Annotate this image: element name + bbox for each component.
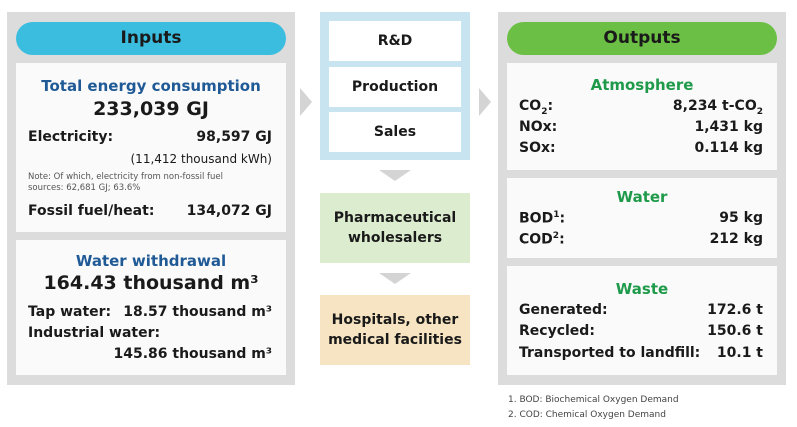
sox-label: SOx: bbox=[519, 140, 556, 156]
water-output-box: Water BOD1: 95 kg COD2: 212 kg bbox=[507, 178, 777, 258]
outputs-header: Outputs bbox=[507, 22, 777, 55]
step-rnd: R&D bbox=[329, 21, 461, 61]
generated-label: Generated: bbox=[519, 302, 608, 318]
tap-label: Tap water: bbox=[28, 304, 112, 320]
water-output-title: Water bbox=[616, 188, 668, 206]
waste-box: Waste Generated: 172.6 t Recycled: 150.6 t… bbox=[507, 266, 777, 375]
process-panel: R&D Production Sales bbox=[320, 12, 470, 160]
inputs-panel: Inputs Total energy consumption 233,039 … bbox=[7, 12, 295, 385]
bod-label: BOD1: bbox=[519, 210, 566, 227]
arrow-down-icon bbox=[379, 170, 411, 181]
recycled-value: 150.6 t bbox=[707, 323, 763, 339]
arrow-right-icon bbox=[300, 88, 312, 116]
waste-title: Waste bbox=[615, 280, 669, 298]
bod-value: 95 kg bbox=[719, 210, 763, 226]
electricity-value: 98,597 GJ bbox=[196, 129, 272, 145]
arrow-right-icon bbox=[479, 88, 491, 116]
industrial-value: 145.86 thousand m³ bbox=[113, 346, 272, 362]
water-title: Water withdrawal bbox=[75, 252, 227, 270]
cod-label: COD2: bbox=[519, 231, 565, 248]
co2-label: CO2: bbox=[519, 98, 554, 117]
co2-value: 8,234 t-CO2 bbox=[672, 98, 763, 117]
electricity-label: Electricity: bbox=[28, 129, 114, 145]
hospitals-box: Hospitals, other medical facilities bbox=[320, 295, 470, 365]
wholesalers-box: Pharmaceutical wholesalers bbox=[320, 193, 470, 263]
atmosphere-box: Atmosphere CO2: 8,234 t-CO2 NOx: 1,431 kg … bbox=[507, 63, 777, 170]
nox-value: 1,431 kg bbox=[694, 119, 764, 135]
cod-value: 212 kg bbox=[709, 231, 763, 247]
energy-total: 233,039 GJ bbox=[93, 98, 209, 120]
atmosphere-title: Atmosphere bbox=[590, 76, 694, 94]
generated-value: 172.6 t bbox=[707, 302, 763, 318]
water-withdrawal-box: Water withdrawal 164.43 thousand m³ Tap … bbox=[16, 240, 286, 375]
arrow-down-icon bbox=[379, 273, 411, 284]
energy-title: Total energy consumption bbox=[41, 77, 261, 95]
fossil-label: Fossil fuel/heat: bbox=[28, 203, 155, 219]
recycled-label: Recycled: bbox=[519, 323, 595, 339]
footnote-cod: 2. COD: Chemical Oxygen Demand bbox=[508, 410, 666, 420]
step-production: Production bbox=[329, 67, 461, 107]
fossil-value: 134,072 GJ bbox=[186, 203, 272, 219]
industrial-label: Industrial water: bbox=[28, 325, 161, 341]
nox-label: NOx: bbox=[519, 119, 558, 135]
energy-box: Total energy consumption 233,039 GJ Elec… bbox=[16, 63, 286, 232]
tap-value: 18.57 thousand m³ bbox=[123, 304, 272, 320]
water-total: 164.43 thousand m³ bbox=[43, 272, 259, 294]
sox-value: 0.114 kg bbox=[694, 140, 764, 156]
footnote-bod: 1. BOD: Biochemical Oxygen Demand bbox=[508, 395, 679, 405]
landfill-value: 10.1 t bbox=[716, 345, 763, 361]
outputs-panel: Outputs Atmosphere CO2: 8,234 t-CO2 NOx: 1… bbox=[498, 12, 786, 385]
landfill-label: Transported to landfill: bbox=[519, 345, 701, 361]
energy-note: Note: Of which, electricity from non-fos… bbox=[28, 172, 223, 193]
electricity-kwh: (11,412 thousand kWh) bbox=[130, 152, 273, 166]
inputs-header: Inputs bbox=[16, 22, 286, 55]
step-sales: Sales bbox=[329, 112, 461, 152]
